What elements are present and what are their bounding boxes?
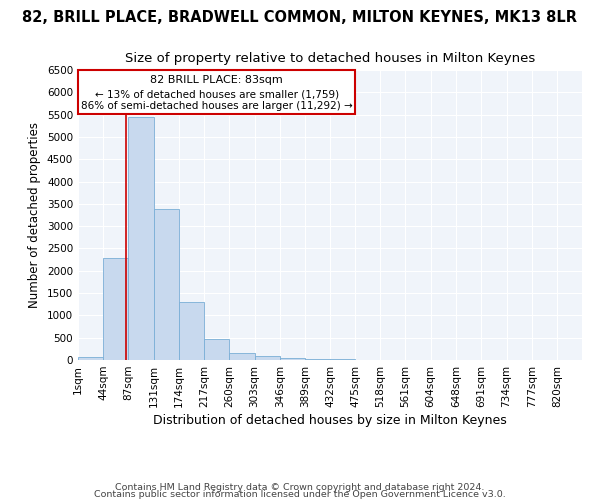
X-axis label: Distribution of detached houses by size in Milton Keynes: Distribution of detached houses by size …: [153, 414, 507, 427]
Text: 82 BRILL PLACE: 83sqm: 82 BRILL PLACE: 83sqm: [150, 74, 283, 85]
Bar: [204, 339, 229, 360]
Y-axis label: Number of detached properties: Number of detached properties: [28, 122, 41, 308]
Bar: [128, 117, 154, 360]
Text: ← 13% of detached houses are smaller (1,759): ← 13% of detached houses are smaller (1,…: [95, 89, 338, 99]
Text: 86% of semi-detached houses are larger (11,292) →: 86% of semi-detached houses are larger (…: [80, 101, 352, 111]
Bar: [305, 358, 330, 360]
Bar: [229, 353, 254, 360]
Title: Size of property relative to detached houses in Milton Keynes: Size of property relative to detached ho…: [125, 52, 535, 64]
Text: Contains public sector information licensed under the Open Government Licence v3: Contains public sector information licen…: [94, 490, 506, 499]
Bar: [154, 209, 179, 360]
Bar: [78, 357, 103, 360]
Bar: [179, 302, 204, 360]
FancyBboxPatch shape: [78, 70, 355, 114]
Bar: [280, 358, 305, 360]
Text: 82, BRILL PLACE, BRADWELL COMMON, MILTON KEYNES, MK13 8LR: 82, BRILL PLACE, BRADWELL COMMON, MILTON…: [23, 10, 577, 25]
Text: Contains HM Land Registry data © Crown copyright and database right 2024.: Contains HM Land Registry data © Crown c…: [115, 484, 485, 492]
Bar: [103, 258, 128, 360]
Bar: [254, 356, 280, 360]
